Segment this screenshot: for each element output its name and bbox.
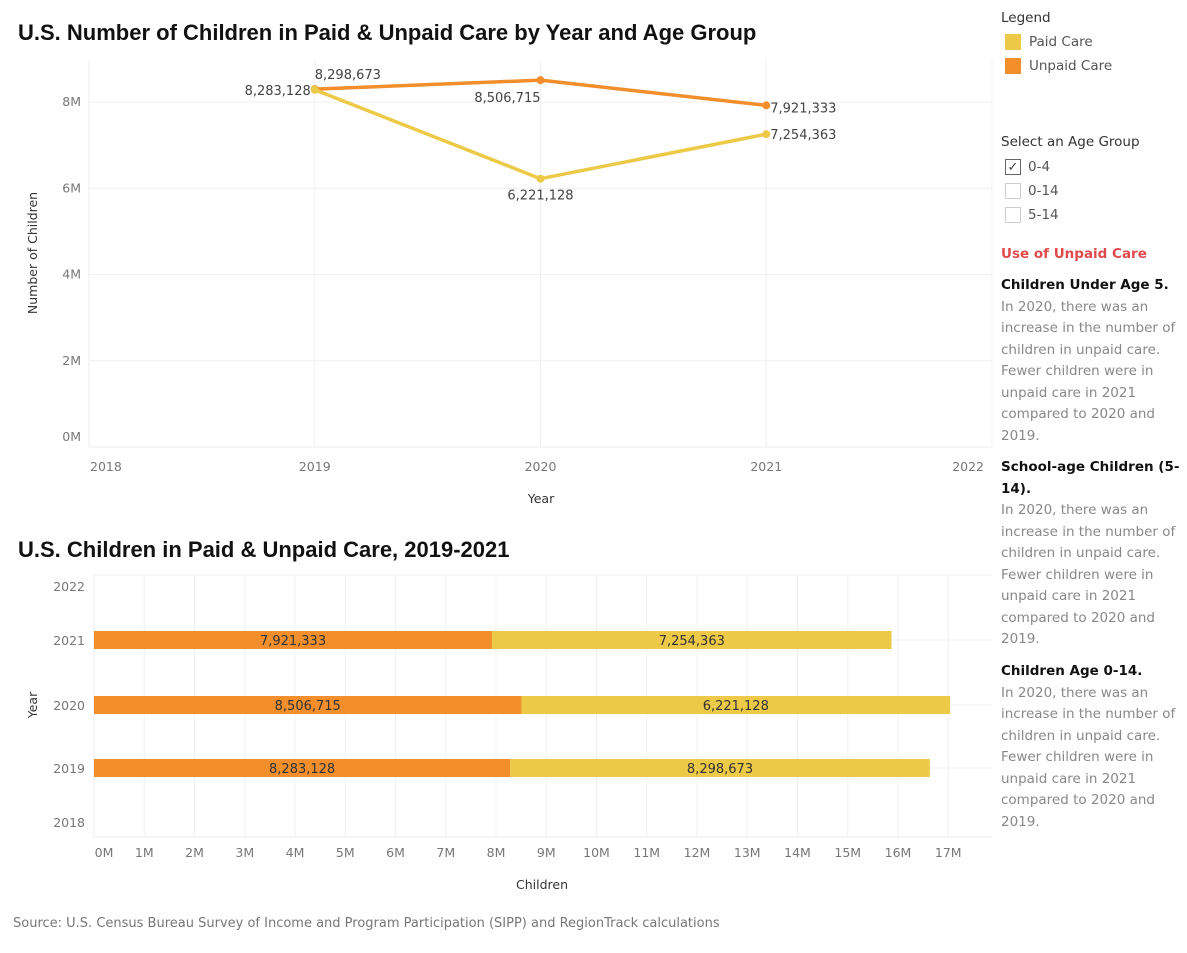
bar-segment-unpaid-care (94, 759, 511, 777)
bar-label: 8,283,128 (269, 762, 335, 777)
legend-item-paid-care[interactable]: Paid Care (1005, 34, 1093, 50)
legend-label: Paid Care (1029, 34, 1093, 50)
x-tick-label: 2020 (525, 459, 557, 474)
filter-title: Select an Age Group (1001, 134, 1140, 150)
legend-title: Legend (1001, 10, 1051, 26)
bar-label: 7,921,333 (260, 634, 326, 649)
y-tick-label: 2M (62, 353, 81, 368)
data-label: 8,298,673 (315, 68, 381, 83)
x-tick-label: 2M (185, 845, 204, 860)
notes-title: Use of Unpaid Care (1001, 246, 1147, 262)
x-tick-label: 9M (537, 845, 556, 860)
note-heading: Children Under Age 5. (1001, 277, 1169, 293)
age-group-option-0-4[interactable]: ✓ 0-4 (1005, 159, 1050, 175)
legend-item-unpaid-care[interactable]: Unpaid Care (1005, 58, 1112, 74)
data-label: 6,221,128 (507, 189, 573, 204)
option-label: 0-4 (1028, 159, 1051, 175)
bar-segment-unpaid-care (94, 631, 493, 649)
x-tick-label: 16M (885, 845, 912, 860)
data-point (762, 130, 771, 139)
unpaid-care-swatch-icon (1005, 58, 1021, 74)
x-tick-label: 13M (734, 845, 761, 860)
data-label: 7,921,333 (770, 101, 836, 116)
bar-segment-unpaid-care (94, 696, 522, 714)
x-tick-label: 3M (235, 845, 254, 860)
bar-label: 8,506,715 (275, 699, 341, 714)
data-point (762, 101, 771, 110)
x-tick-label: 6M (386, 845, 405, 860)
y-tick-label: 2019 (53, 761, 85, 776)
x-tick-label: 0M (95, 845, 114, 860)
bar-segment-paid-care (521, 696, 951, 714)
data-point (536, 174, 545, 183)
option-label: 5-14 (1028, 207, 1059, 223)
x-tick-label: 5M (336, 845, 355, 860)
x-tick-label: 11M (633, 845, 660, 860)
data-point (536, 76, 545, 85)
bar-label: 6,221,128 (703, 699, 769, 714)
x-tick-label: 12M (684, 845, 711, 860)
y-axis-title: Number of Children (25, 192, 40, 314)
paid-care-swatch-icon (1005, 34, 1021, 50)
y-tick-label: 2018 (53, 815, 85, 830)
line-chart-title: U.S. Number of Children in Paid & Unpaid… (18, 20, 757, 45)
x-tick-label: 15M (834, 845, 861, 860)
x-axis-title: Year (527, 491, 555, 506)
age-group-option-0-14[interactable]: 0-14 (1005, 183, 1059, 199)
age-group-option-5-14[interactable]: 5-14 (1005, 207, 1059, 223)
x-tick-label: 2019 (299, 459, 331, 474)
checkbox-checked-icon[interactable]: ✓ (1005, 159, 1021, 175)
note-body: In 2020, there was an increase in the nu… (1001, 502, 1176, 647)
y-tick-label: 2021 (53, 633, 85, 648)
y-tick-label: 6M (62, 180, 81, 195)
note-under-5: Children Under Age 5. In 2020, there was… (1001, 275, 1181, 447)
y-tick-label: 0M (62, 429, 81, 444)
x-tick-label: 1M (135, 845, 154, 860)
x-tick-label: 7M (436, 845, 455, 860)
x-tick-label: 8M (487, 845, 506, 860)
data-label: 8,506,715 (474, 91, 540, 106)
bar-chart-title: U.S. Children in Paid & Unpaid Care, 201… (18, 537, 510, 562)
y-tick-label: 8M (62, 94, 81, 109)
data-label: 7,254,363 (770, 128, 836, 143)
x-tick-label: 10M (583, 845, 610, 860)
x-tick-label: 4M (286, 845, 305, 860)
x-tick-label: 2018 (90, 459, 122, 474)
bar-chart: 2022 2021 2020 2019 2018 0M 1M 2M 3M 4M 5M 6M 7M 8M 9… (25, 574, 992, 892)
bar-segment-paid-care (492, 631, 892, 649)
data-point (310, 85, 319, 94)
data-label: 8,283,128 (245, 84, 311, 99)
note-school-age: School-age Children (5-14). In 2020, the… (1001, 457, 1181, 651)
x-axis-title: Children (516, 877, 568, 892)
note-heading: Children Age 0-14. (1001, 663, 1143, 679)
bar-label: 7,254,363 (659, 634, 725, 649)
note-age-0-14: Children Age 0-14. In 2020, there was an… (1001, 661, 1181, 833)
legend-label: Unpaid Care (1029, 58, 1113, 74)
y-axis-title: Year (25, 691, 40, 719)
y-tick-label: 2022 (53, 579, 85, 594)
bar-segment-paid-care (510, 759, 930, 777)
note-heading: School-age Children (5-14). (1001, 459, 1180, 497)
checkbox-unchecked-icon[interactable] (1005, 207, 1021, 223)
note-body: In 2020, there was an increase in the nu… (1001, 298, 1176, 444)
source-note: Source: U.S. Census Bureau Survey of Inc… (13, 916, 720, 931)
x-tick-label: 2022 (952, 459, 984, 474)
note-body: In 2020, there was an increase in the nu… (1001, 684, 1176, 830)
bar-label: 8,298,673 (687, 762, 753, 777)
y-tick-label: 2020 (53, 698, 85, 713)
checkbox-unchecked-icon[interactable] (1005, 183, 1021, 199)
line-chart: 0M 2M 4M 6M 8M 2018 2019 2020 2021 2022 Number o… (25, 60, 993, 506)
x-tick-label: 17M (935, 845, 962, 860)
y-tick-label: 4M (62, 267, 81, 282)
x-tick-label: 2021 (750, 459, 782, 474)
x-tick-label: 14M (784, 845, 811, 860)
option-label: 0-14 (1028, 183, 1059, 199)
